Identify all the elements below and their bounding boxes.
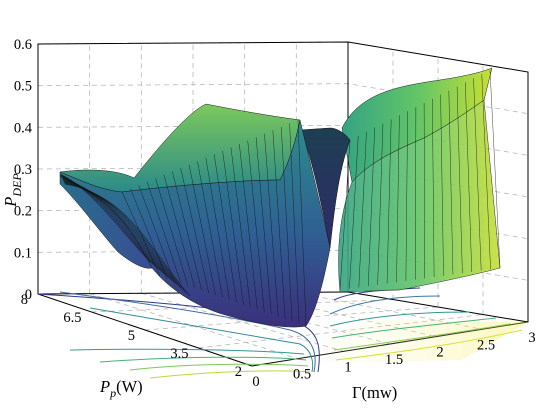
mesh-line [155, 178, 189, 286]
mesh-line [465, 82, 472, 272]
x-tick-label: 1 [344, 359, 351, 375]
y-axis-label: Pp(W) [99, 377, 143, 400]
surface-patch [299, 127, 351, 249]
mesh-line [349, 135, 359, 289]
mesh-line [456, 86, 463, 274]
y-tick-label: 2 [235, 364, 242, 380]
mesh-line [264, 133, 279, 317]
contour-line [89, 307, 314, 373]
mesh-line [205, 157, 230, 300]
contour-line [149, 370, 311, 379]
surface-mesh [59, 69, 501, 327]
mesh-line [368, 127, 375, 287]
x-floor-gridline [141, 292, 345, 352]
mesh-line [281, 126, 293, 322]
z-tick-label: 0.2 [14, 204, 32, 220]
surface [59, 67, 501, 328]
mesh-line [255, 137, 272, 315]
y-floor-gridline [198, 314, 484, 349]
mesh-line [423, 102, 425, 279]
mesh-line [239, 143, 258, 310]
x-tick-label: 0 [252, 374, 259, 390]
mesh-line [230, 147, 251, 307]
contour-line [69, 348, 305, 355]
contour-line [329, 295, 441, 315]
z-tick-label: 0 [25, 287, 32, 303]
z-tick-label: 0.5 [14, 79, 32, 95]
mesh-line [489, 69, 501, 269]
mesh-line [197, 161, 223, 298]
mesh-line [415, 107, 417, 280]
y-tick-label: 6.5 [63, 310, 81, 326]
mesh-line [448, 90, 454, 275]
x-tick-label: 3 [528, 330, 535, 346]
mesh-line [138, 185, 175, 281]
contour-line [331, 317, 497, 339]
mesh-line [180, 167, 209, 293]
contour-line [329, 311, 471, 327]
z-axis-label: PDEP [1, 173, 24, 208]
axis-ticks: 00.10.20.30.40.50.686.553.520 0.5 1 1.5 2 2.5… [14, 37, 536, 390]
mesh-line [146, 181, 182, 284]
box-edge [347, 291, 529, 323]
mesh-line [289, 123, 300, 324]
mesh-line [440, 94, 444, 276]
y-tick-label: 5 [128, 328, 135, 344]
floor-highlight [252, 320, 528, 366]
contour-line [335, 329, 523, 361]
mesh-line [358, 131, 367, 288]
contour-line [129, 363, 309, 371]
mesh-line [432, 98, 435, 278]
surface-patch [59, 119, 331, 328]
mesh-line [396, 115, 400, 283]
mesh-line [386, 119, 392, 284]
x-axis-label: Γ(mw) [352, 383, 397, 402]
contour-line [333, 287, 421, 301]
mesh-line [130, 188, 168, 279]
mesh-line [188, 164, 216, 296]
x-tick-label: 0.5 [293, 367, 311, 383]
contour-line [99, 356, 307, 363]
mesh-line [247, 140, 265, 312]
mesh-line [64, 183, 191, 297]
mesh-line [405, 111, 408, 281]
mesh-line [297, 119, 307, 327]
surface-patch [59, 175, 153, 269]
mesh-line [213, 154, 237, 303]
z-tick-label: 0.4 [14, 120, 33, 136]
mesh-line [473, 78, 482, 271]
y-tick-label: 8 [21, 292, 28, 308]
z-tick-label: 0.1 [14, 245, 32, 261]
x-tick-label: 2.5 [477, 337, 495, 353]
x-tick-label: 2 [436, 345, 443, 361]
mesh-line [481, 74, 491, 270]
y-tick-label: 3.5 [170, 346, 188, 362]
z-tick-label: 0.6 [14, 37, 32, 53]
mesh-line [172, 171, 202, 291]
mesh-line [377, 123, 384, 285]
z-tick-label: 0.3 [14, 162, 32, 178]
mesh-line [272, 130, 286, 319]
mesh-line [222, 150, 244, 305]
mesh-line [121, 191, 161, 277]
mesh-line [339, 139, 351, 291]
x-tick-label: 1.5 [385, 352, 403, 368]
contour-line [333, 323, 511, 351]
mesh-line [163, 174, 195, 288]
